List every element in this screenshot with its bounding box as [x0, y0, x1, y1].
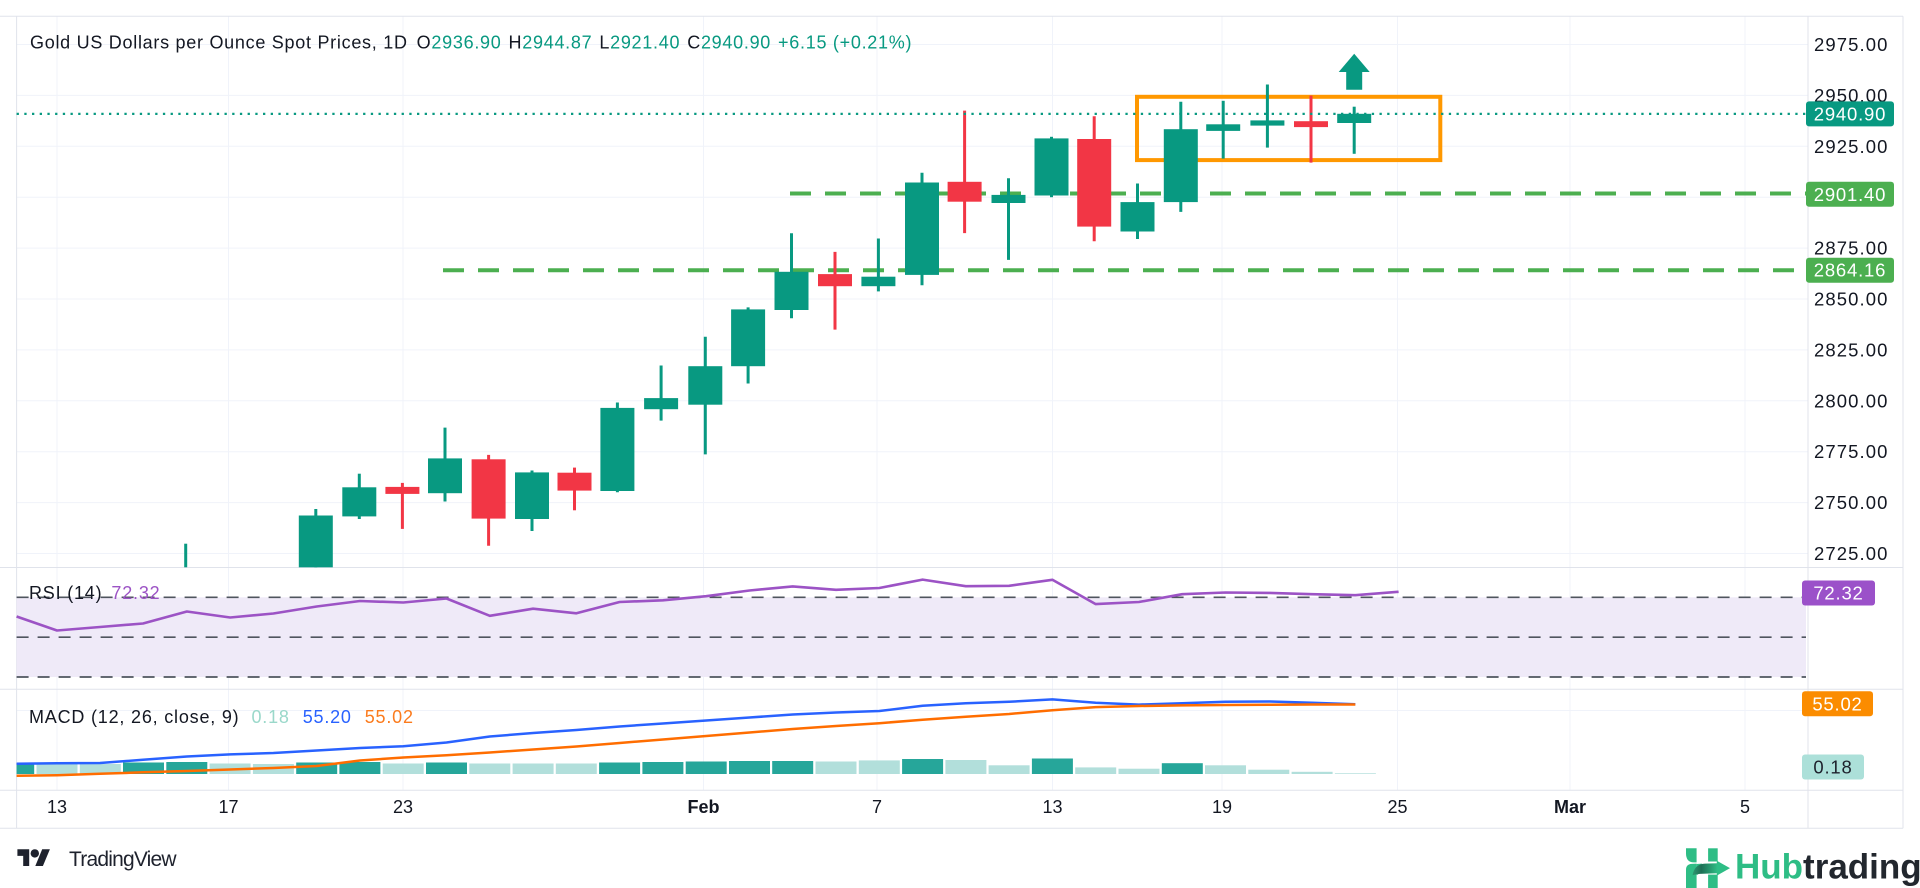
- svg-text:Gold US Dollars per Ounce Spot: Gold US Dollars per Ounce Spot Prices, 1…: [30, 33, 912, 53]
- svg-text:13: 13: [47, 797, 67, 817]
- svg-text:2850.00: 2850.00: [1814, 289, 1889, 310]
- svg-text:55.02: 55.02: [1812, 693, 1862, 714]
- svg-text:Feb: Feb: [687, 797, 719, 817]
- svg-text:2775.00: 2775.00: [1814, 441, 1889, 462]
- svg-text:5: 5: [1740, 797, 1750, 817]
- svg-text:Hubtrading: Hubtrading: [1735, 848, 1920, 887]
- svg-text:TradingView: TradingView: [69, 848, 177, 871]
- svg-text:13: 13: [1042, 797, 1062, 817]
- svg-text:RSI (14)72.32: RSI (14) 72.32: [29, 583, 160, 603]
- svg-text:2975.00: 2975.00: [1814, 34, 1889, 55]
- svg-text:2800.00: 2800.00: [1814, 390, 1889, 411]
- svg-text:0.18: 0.18: [1813, 757, 1852, 778]
- svg-text:2864.16: 2864.16: [1814, 260, 1886, 281]
- svg-text:2925.00: 2925.00: [1814, 136, 1889, 157]
- svg-text:2875.00: 2875.00: [1814, 238, 1889, 259]
- svg-text:2901.40: 2901.40: [1814, 184, 1886, 205]
- svg-text:72.32: 72.32: [1813, 583, 1863, 604]
- svg-text:19: 19: [1212, 797, 1232, 817]
- svg-text:2825.00: 2825.00: [1814, 339, 1889, 360]
- svg-text:Mar: Mar: [1554, 797, 1586, 817]
- svg-text:2940.90: 2940.90: [1814, 103, 1886, 124]
- svg-text:7: 7: [872, 797, 882, 817]
- svg-text:2950.00: 2950.00: [1814, 85, 1889, 106]
- svg-text:23: 23: [393, 797, 413, 817]
- svg-text:25: 25: [1387, 797, 1407, 817]
- svg-text:2725.00: 2725.00: [1814, 543, 1889, 564]
- svg-text:17: 17: [218, 797, 238, 817]
- svg-text:2750.00: 2750.00: [1814, 492, 1889, 513]
